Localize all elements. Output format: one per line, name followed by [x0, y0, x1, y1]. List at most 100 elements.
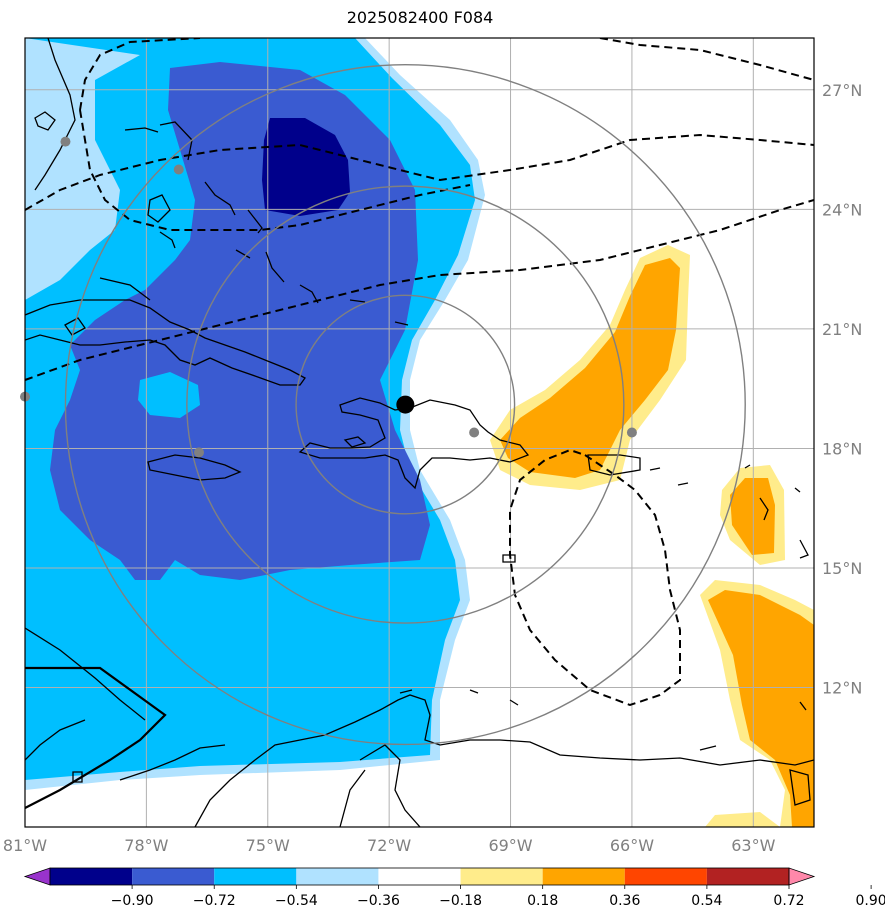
lon-tick-label: 66°W	[610, 836, 654, 855]
coast-puerto-rico	[587, 454, 641, 476]
coast-bahamas-11	[159, 231, 176, 249]
lat-tick-label: 27°N	[822, 81, 862, 100]
coast-florida-keys	[34, 111, 56, 131]
lon-tick-label: 69°W	[488, 836, 532, 855]
lon-tick-label: 78°W	[124, 836, 168, 855]
field-orange-3	[708, 590, 814, 827]
contour-dashed-2	[79, 38, 201, 111]
colorbar-label: −0.54	[275, 893, 318, 909]
coast-bahamas-6	[235, 249, 251, 259]
lat-tick-label: 12°N	[822, 679, 862, 698]
field-orange-2	[730, 478, 775, 555]
coast-bahamas-8	[299, 284, 319, 304]
coast-bonaire	[509, 699, 519, 706]
colorbar-label: −0.36	[357, 893, 400, 909]
lat-tick-label: 21°N	[822, 320, 862, 339]
tick-labels: 81°W 78°W 75°W 72°W 69°W 66°W 63°W 27°N 24°N 21°N…	[3, 81, 862, 855]
field-orange-1	[500, 258, 680, 478]
coast-antilles-1	[649, 467, 661, 471]
coast-colombia	[119, 744, 226, 781]
field-navy	[262, 118, 350, 216]
coast-central-america	[25, 627, 146, 721]
storm-center-marker	[396, 395, 415, 414]
coast-antilles-2	[677, 482, 689, 486]
colorbar-label: 0.18	[527, 893, 558, 909]
coast-isle-youth	[64, 317, 86, 336]
colorbar-swatch	[50, 868, 133, 885]
colorbar-extend-low	[23, 867, 51, 886]
colorbar-swatch	[132, 868, 215, 885]
contour-dashed-3	[79, 109, 471, 231]
colorbar-label: 0.36	[609, 893, 640, 909]
coast-bahamas-9	[349, 299, 366, 303]
borders	[25, 666, 167, 809]
colorbar-label: −0.90	[111, 893, 154, 909]
contour-dashed-4	[25, 199, 814, 381]
track-points	[20, 136, 637, 458]
colorbar-swatch	[460, 868, 543, 885]
chart-title: 2025082400 F084	[346, 8, 494, 27]
coast-south-america	[194, 694, 814, 827]
lon-tick-label: 63°W	[731, 836, 775, 855]
coast-bahamas-1	[124, 127, 159, 133]
range-ring	[186, 185, 625, 624]
track-point	[173, 164, 184, 175]
coast-trinidad	[789, 769, 811, 806]
colorbar-label: 0.72	[773, 893, 804, 909]
range-ring	[295, 294, 516, 515]
track-point	[626, 427, 637, 438]
contour-dashed-1	[25, 133, 814, 211]
coast-antilles-4	[759, 497, 769, 521]
colorbar: −0.90 −0.72 −0.54 −0.36 −0.18 0.18 0.36 0.54 0.7…	[23, 867, 885, 909]
coast-florida	[34, 38, 76, 191]
lon-tick-label: 72°W	[367, 836, 411, 855]
colorbar-label: 0.54	[691, 893, 722, 909]
coast-hispaniola	[298, 397, 530, 490]
lon-tick-label: 75°W	[246, 836, 290, 855]
colorbar-swatch	[542, 868, 625, 885]
colorbar-swatch	[378, 868, 461, 885]
coast-antilles-3	[744, 464, 751, 469]
field-cyan-hole	[138, 372, 200, 418]
contour-dashed-6	[509, 448, 681, 707]
lon-tick-label: 81°W	[3, 836, 47, 855]
plot-frame	[24, 37, 815, 828]
dashed-contours	[25, 38, 814, 707]
field-layer	[25, 38, 814, 827]
colorbar-extend-high	[788, 867, 816, 886]
coast-bahamas-10	[394, 321, 409, 326]
field-yellow-4	[705, 812, 780, 827]
track-point	[469, 427, 480, 438]
lat-tick-label: 18°N	[822, 439, 862, 458]
coast-cuba	[25, 299, 306, 386]
coast-maracaibo-2	[339, 769, 366, 827]
coast-bahamas-3	[147, 194, 171, 223]
coast-bahamas-4	[204, 181, 236, 216]
colorbar-swatch	[296, 868, 379, 885]
border-nic-hnd	[25, 666, 167, 809]
colorbar-swatch	[706, 868, 789, 885]
range-ring	[64, 64, 746, 746]
coast-islet-s	[72, 771, 83, 783]
track-point	[60, 136, 71, 147]
coast-antilles-6	[799, 539, 809, 559]
contour-dashed-5	[599, 38, 814, 81]
coast-antilles-5	[794, 487, 801, 493]
coast-jamaica	[147, 454, 242, 481]
coast-bahamas-7	[265, 251, 285, 283]
coast-curacao	[469, 689, 479, 694]
coast-gonave	[343, 436, 367, 448]
colorbar-swatch	[214, 868, 297, 885]
coast-antilles-7	[799, 701, 807, 711]
range-rings	[64, 64, 746, 746]
coast-cuba-north	[99, 277, 151, 301]
track-point	[193, 447, 204, 458]
lat-tick-label: 15°N	[822, 559, 862, 578]
lat-tick-label: 24°N	[822, 200, 862, 219]
coast-nicaragua	[25, 719, 86, 761]
coast-aruba	[399, 689, 413, 694]
colorbar-frame	[49, 867, 790, 886]
colorbar-label: −0.18	[439, 893, 482, 909]
coast-maracaibo	[359, 744, 421, 827]
coast-bahamas-5	[247, 209, 263, 234]
